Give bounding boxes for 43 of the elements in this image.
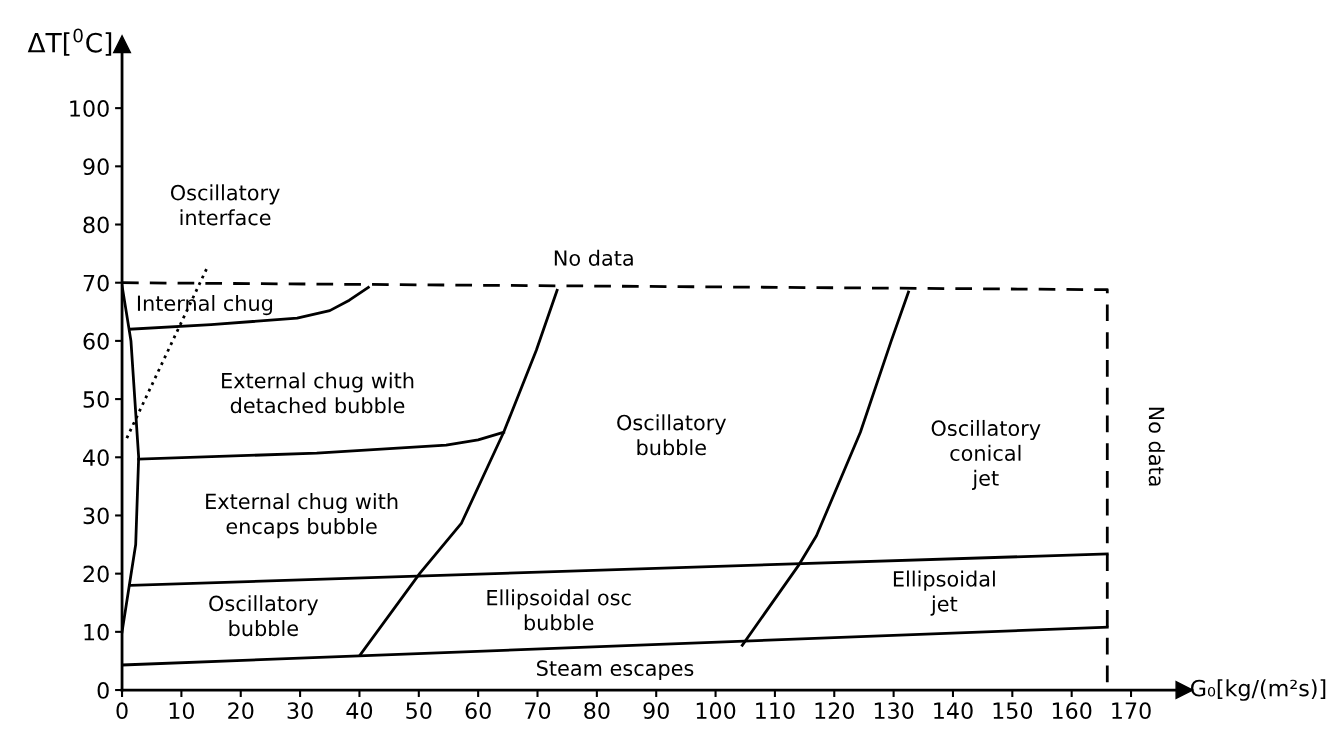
y-tick-label: 70	[83, 274, 109, 292]
annotation: Oscillatory interface	[170, 184, 280, 226]
x-tick-label: 160	[1052, 702, 1092, 720]
x-tick-label: 60	[465, 702, 491, 720]
annotation: Internal chug	[137, 294, 273, 316]
annotation: No data	[1148, 407, 1165, 486]
x-tick-label: 10	[169, 702, 195, 720]
y-tick-label: 0	[97, 681, 109, 699]
x-tick-label: 30	[287, 702, 313, 720]
x-tick-label: 130	[874, 702, 914, 720]
annotation: Ellipsoidal osc bubble	[487, 589, 631, 631]
y-axis-title: ΔT[$^{0}$C]	[27, 28, 112, 56]
x-tick-label: 0	[116, 702, 128, 720]
x-tick-label: 140	[934, 702, 973, 720]
y-tick-label: 20	[83, 565, 109, 583]
x-axis-title: G₀[kg/(m²s)]	[1191, 679, 1326, 701]
annotation: Oscillatory bubble	[617, 414, 727, 456]
x-tick-label: 20	[228, 702, 254, 720]
annotation: No data	[554, 249, 633, 266]
x-tick-label: 120	[815, 702, 854, 720]
annotation: Oscillatory bubble	[209, 595, 319, 637]
annotation: Steam escapes	[537, 660, 694, 681]
x-tick-label: 70	[525, 702, 551, 720]
y-tick-label: 60	[83, 332, 109, 350]
annotation: Ellipsoidal jet	[893, 570, 995, 616]
x-tick-label: 80	[584, 702, 610, 720]
annotation: Oscillatory conical jet	[931, 419, 1041, 490]
x-tick-label: 110	[756, 702, 795, 720]
annotation: External chug with encaps bubble	[206, 493, 398, 539]
x-tick-label: 150	[993, 702, 1033, 720]
x-tick-label: 90	[643, 702, 669, 720]
y-tick-label: 50	[83, 391, 109, 408]
y-tick-label: 100	[70, 100, 109, 117]
y-tick-label: 40	[83, 449, 109, 467]
x-tick-label: 40	[346, 702, 373, 720]
x-tick-label: 170	[1112, 702, 1151, 720]
x-tick-label: 50	[406, 702, 432, 720]
y-tick-label: 90	[83, 158, 109, 176]
y-tick-label: 80	[83, 216, 109, 234]
y-tick-label: 10	[84, 623, 109, 641]
annotation: External chug with detached bubble	[222, 372, 414, 414]
x-tick-label: 100	[696, 702, 736, 720]
y-tick-label: 30	[83, 507, 109, 525]
